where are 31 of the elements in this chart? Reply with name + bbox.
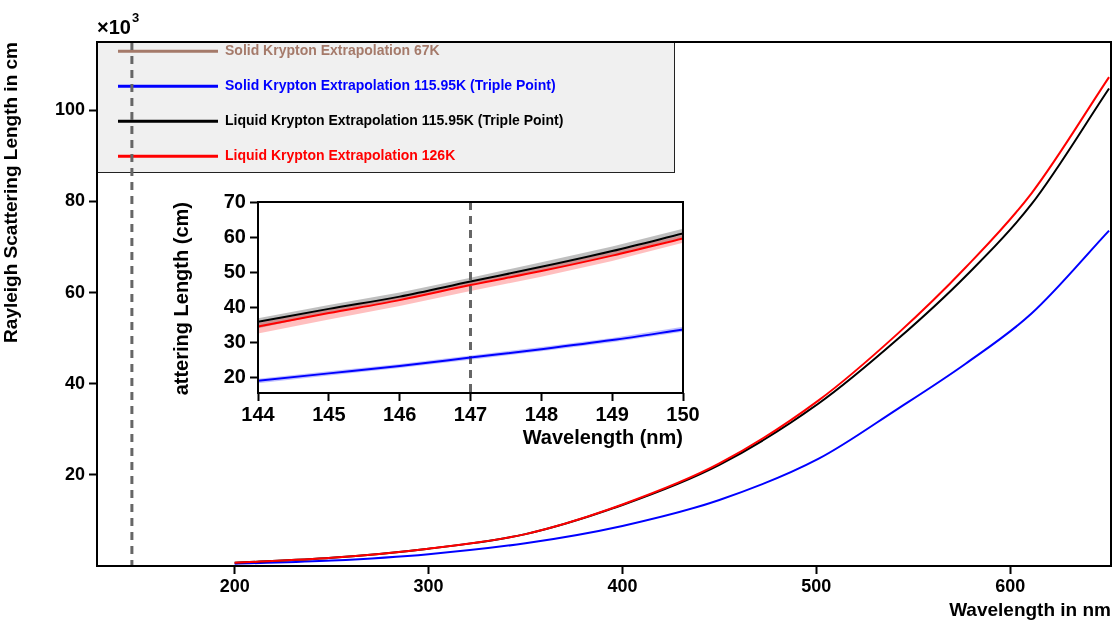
y-tick-label: 40 — [64, 372, 85, 393]
text: Solid Krypton Extrapolation 115.95K (Triple Point) — [225, 77, 556, 94]
y-tick-label: 20 — [64, 463, 85, 484]
y-tick-label: 100 — [54, 99, 85, 120]
y-tick-label: 40 — [223, 294, 246, 317]
y-tick-label: 60 — [223, 224, 246, 247]
x-tick-label: 146 — [382, 402, 417, 425]
x-axis-title: Wavelength (nm) — [522, 425, 683, 448]
x-tick-label: 200 — [219, 575, 250, 596]
text: Liquid Krypton Extrapolation 115.95K (Triple Point) — [225, 112, 564, 129]
x-tick-label: 150 — [666, 402, 700, 425]
x-tick-label: 149 — [595, 402, 629, 425]
x-tick-label: 145 — [312, 402, 346, 425]
y-axis-title: attering Length (cm) — [169, 202, 192, 396]
x-tick-label: 600 — [995, 575, 1026, 596]
y-tick-label: 20 — [223, 364, 246, 387]
x-axis-title: Wavelength in nm — [949, 598, 1111, 620]
y-tick-label: 30 — [223, 329, 246, 352]
x-tick-label: 400 — [607, 575, 638, 596]
y-axis-title: Rayleigh Scattering Length in cm — [0, 42, 21, 343]
text: Liquid Krypton Extrapolation 126K — [225, 147, 456, 164]
y-tick-label: 50 — [223, 259, 246, 282]
y-tick-label: 70 — [223, 189, 246, 212]
x-tick-label: 147 — [453, 402, 488, 425]
x-tick-label: 500 — [801, 575, 832, 596]
x-tick-label: 148 — [524, 402, 559, 425]
legend-label: Solid Krypton Extrapolation 67K — [225, 42, 440, 59]
y-tick-label: 80 — [64, 190, 85, 211]
x-tick-label: 300 — [413, 575, 444, 596]
y-tick-label: 60 — [64, 281, 85, 302]
x-tick-label: 144 — [241, 402, 276, 425]
